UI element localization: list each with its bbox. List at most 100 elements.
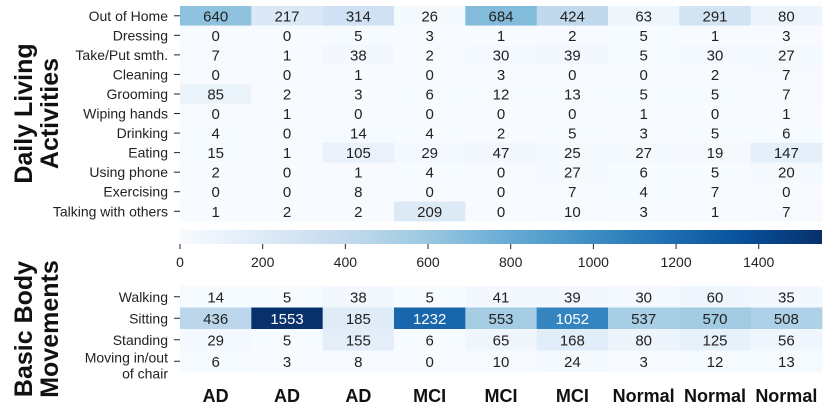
cell-value: 424 [560, 8, 585, 25]
heatmap-cell [394, 103, 466, 124]
row-label: Using phone [89, 164, 168, 180]
heatmap-cell [536, 123, 609, 144]
cell-value: 7 [782, 67, 790, 84]
row-label: Drinking [117, 125, 168, 141]
cell-value: 30 [493, 47, 510, 64]
cell-value: 39 [564, 289, 581, 306]
cell-value: 105 [346, 145, 371, 162]
heatmap-cell [608, 45, 680, 66]
heatmap-cell [750, 123, 823, 144]
cell-value: 640 [203, 8, 228, 25]
heatmap-cell [608, 123, 680, 144]
row-label: Out of Home [89, 8, 169, 24]
heatmap-cell [679, 123, 752, 144]
heatmap-cell [679, 6, 752, 26]
heatmap-cell [750, 84, 823, 105]
column-label: AD [203, 386, 229, 406]
heatmap-cell [750, 201, 823, 222]
cell-value: 4 [425, 126, 433, 143]
heatmap-cell [322, 142, 395, 163]
colorbar-tick-label: 600 [416, 254, 440, 270]
cell-value: 47 [493, 145, 510, 162]
heatmap-cell [251, 181, 324, 202]
cell-value: 0 [211, 67, 219, 84]
heatmap-cell [394, 286, 466, 308]
heatmap-cell [679, 286, 752, 308]
heatmap-cell [679, 64, 752, 85]
heatmap-cell [679, 181, 752, 202]
heatmap-cell [251, 307, 324, 330]
cell-value: 1 [711, 28, 719, 45]
cell-value: 1 [639, 106, 647, 123]
cell-value: 27 [564, 165, 581, 182]
heatmap-cell [679, 84, 752, 105]
cell-value: 7 [211, 47, 219, 64]
cell-value: 2 [425, 47, 433, 64]
heatmap-cell [394, 45, 466, 66]
column-label: MCI [556, 386, 589, 406]
heatmap-cell [394, 25, 466, 46]
heatmap-cell [608, 307, 680, 330]
heatmap-cell [251, 25, 324, 46]
cell-value: 14 [350, 126, 367, 143]
cell-value: 85 [207, 86, 224, 103]
heatmap-cell [251, 103, 324, 124]
heatmap-cell [322, 64, 395, 85]
column-label: MCI [485, 386, 518, 406]
heatmap-cell [394, 123, 466, 144]
heatmap-cell [180, 329, 252, 351]
heatmap-cell [394, 329, 466, 351]
colorbar-tick-label: 1400 [743, 254, 774, 270]
cell-value: 24 [564, 354, 581, 371]
heatmap-cell [465, 181, 538, 202]
cell-value: 0 [354, 106, 362, 123]
heatmap-cell [465, 162, 538, 183]
heatmap-cell [608, 181, 680, 202]
cell-value: 1 [497, 28, 505, 45]
heatmap-cell [465, 25, 538, 46]
row-label: Cleaning [113, 66, 168, 82]
heatmap-cell [536, 64, 609, 85]
cell-value: 0 [283, 184, 291, 201]
cell-value: 8 [354, 184, 362, 201]
cell-value: 13 [564, 86, 581, 103]
cell-value: 508 [774, 311, 799, 328]
cell-value: 3 [782, 28, 790, 45]
cell-value: 38 [350, 47, 367, 64]
cell-value: 5 [711, 86, 719, 103]
heatmap-cell [608, 201, 680, 222]
heatmap-cell [465, 6, 538, 26]
cell-value: 5 [354, 28, 362, 45]
column-label: MCI [413, 386, 446, 406]
cell-value: 3 [283, 354, 291, 371]
heatmap-cell [465, 45, 538, 66]
heatmap-cell [750, 286, 823, 308]
cell-value: 168 [560, 332, 585, 349]
heatmap-cell [251, 286, 324, 308]
colorbar-tick-label: 0 [176, 254, 184, 270]
cell-value: 2 [497, 126, 505, 143]
row-label: Talking with others [53, 203, 168, 219]
cell-value: 3 [639, 204, 647, 221]
cell-value: 1 [354, 165, 362, 182]
cell-value: 0 [639, 67, 647, 84]
colorbar-tick-label: 200 [251, 254, 275, 270]
cell-value: 5 [425, 289, 433, 306]
cell-value: 7 [782, 204, 790, 221]
cell-value: 2 [211, 165, 219, 182]
heatmap-cell [465, 329, 538, 351]
heatmap-cell [180, 350, 252, 373]
cell-value: 12 [707, 354, 724, 371]
heatmap-cell [536, 201, 609, 222]
cell-value: 41 [493, 289, 510, 306]
row-label: Dressing [113, 27, 168, 43]
heatmap-cell [394, 350, 466, 373]
heatmap-cell [750, 142, 823, 163]
heatmap-cell [322, 286, 395, 308]
heatmap-cell [679, 45, 752, 66]
heatmap-cell [536, 103, 609, 124]
cell-value: 19 [707, 145, 724, 162]
heatmap-cell [608, 25, 680, 46]
heatmap-cell [322, 201, 395, 222]
